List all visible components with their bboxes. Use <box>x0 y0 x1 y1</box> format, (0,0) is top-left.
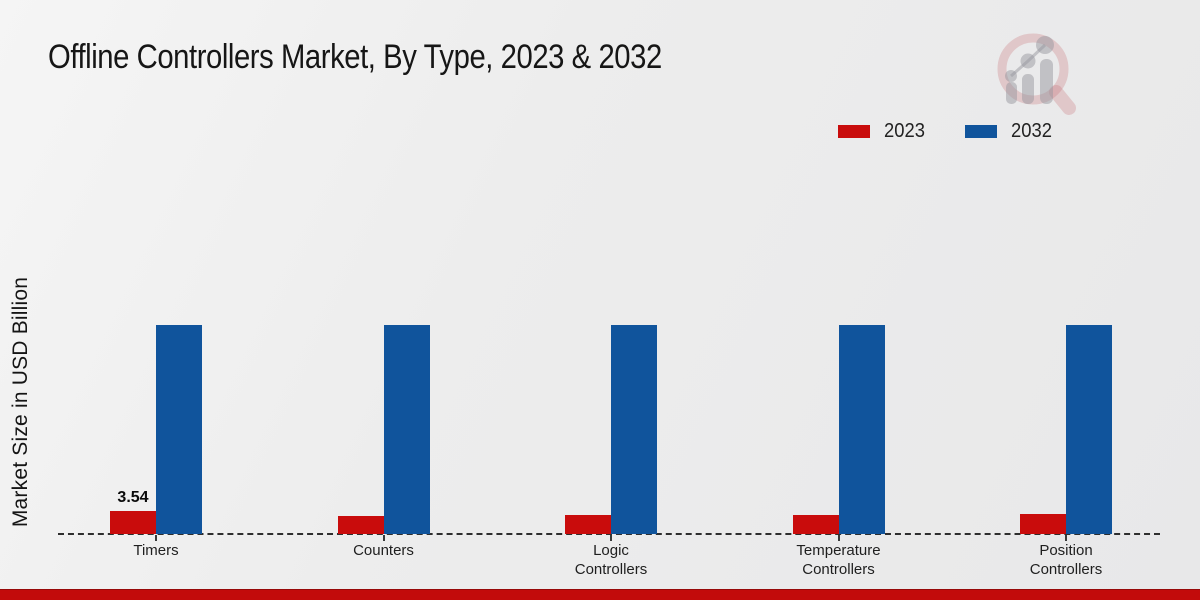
magnifier-growth-chart-logo-icon <box>997 33 1076 115</box>
bar-2032-timers <box>156 324 202 534</box>
legend-label-2023: 2023 <box>884 120 925 142</box>
chart-title: Offline Controllers Market, By Type, 202… <box>48 38 662 76</box>
legend-item-2023: 2023 <box>838 120 929 143</box>
chart-legend: 2023 2032 <box>838 120 1055 143</box>
bar-2032-logic-controllers <box>611 324 657 534</box>
legend-label-2032: 2032 <box>1010 120 1052 142</box>
value-label-2023-timers: 3.54 <box>117 488 149 506</box>
bar-2023-counters <box>337 515 384 534</box>
category-label-counters: Counters <box>353 542 414 559</box>
category-label-temperature-controllers: Temperature Controllers <box>796 542 881 578</box>
category-label-logic-controllers: Logic Controllers <box>574 542 648 578</box>
bar-2023-logic-controllers <box>565 515 611 534</box>
category-label-timers: Timers <box>133 542 179 559</box>
legend-item-2032: 2032 <box>964 120 1056 143</box>
legend-swatch-2032 <box>964 125 997 138</box>
bar-2023-position-controllers <box>1020 513 1066 534</box>
category-label-position-controllers: Position Controllers <box>1029 542 1103 578</box>
x-axis-tick-counters <box>382 535 385 541</box>
x-axis-tick-timers <box>155 535 157 541</box>
legend-swatch-2023 <box>838 125 870 138</box>
x-axis-tick-position-controllers <box>1065 535 1067 541</box>
bar-2032-position-controllers <box>1066 324 1112 534</box>
bar-2032-counters <box>383 324 430 534</box>
bar-2023-temperature-controllers <box>792 515 839 534</box>
bar-2023-timers <box>110 510 156 534</box>
bar-2032-temperature-controllers <box>838 324 885 534</box>
x-axis-baseline <box>58 533 1160 535</box>
x-axis-tick-logic-controllers <box>610 535 612 541</box>
bottom-red-stripe <box>0 589 1200 600</box>
x-axis-tick-temperature-controllers <box>837 535 840 541</box>
